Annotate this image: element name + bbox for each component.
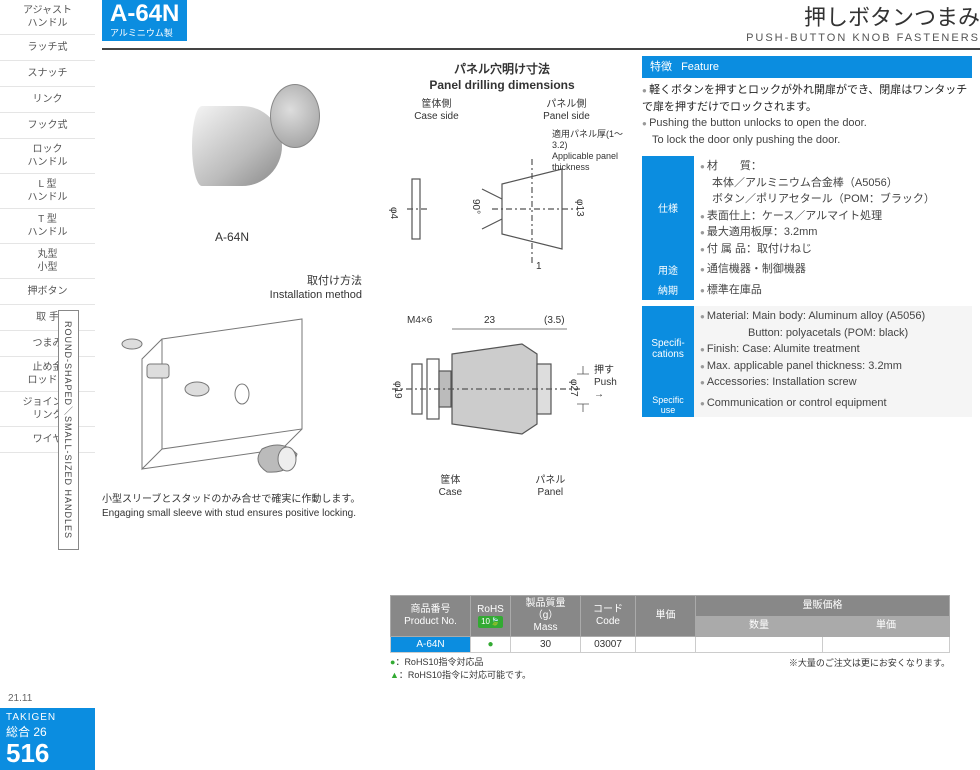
feature-header: 特徴 Feature [642, 56, 972, 78]
sidebar-item[interactable]: ワイヤ [0, 427, 95, 453]
sidebar-item[interactable]: 止め金ロッド棒 [0, 357, 95, 392]
drilling-side-labels: 筐体側Case side パネル側Panel side [372, 99, 632, 123]
use-en: Communication or control equipment [700, 397, 887, 409]
dim-35: (3.5) [544, 315, 565, 326]
sidebar-item[interactable]: アジャストハンドル [0, 0, 95, 35]
install-title-jp: 取付け方法 [307, 275, 362, 287]
content-columns: A-64N 取付け方法 Installation method [102, 56, 980, 521]
page-footer: 21.11 TAKIGEN 総合 26 516 [0, 693, 95, 770]
push-label: 押す Push→ [594, 365, 617, 401]
row-mass: 30 [511, 637, 581, 653]
sidebar-item[interactable]: 丸型小型 [0, 244, 95, 279]
panel-jp: パネル [535, 475, 565, 486]
sidebar-item[interactable]: フック式 [0, 113, 95, 139]
brand-name: TAKIGEN [6, 712, 89, 723]
sidebar-item[interactable]: 取 手 [0, 305, 95, 331]
title-block: 押しボタンつまみ PUSH-BUTTON KNOB FASTENERS [746, 0, 980, 44]
main-content: A-64N アルミニウム製 押しボタンつまみ PUSH-BUTTON KNOB … [102, 0, 980, 521]
sidebar: アジャストハンドルラッチ式スナッチリンクフック式ロックハンドルL 型ハンドルT … [0, 0, 95, 770]
product-photo [152, 76, 312, 226]
dim-23: 23 [484, 315, 495, 326]
side-view-diagram: M4×6 23 (3.5) φ19 φ27 押す Push→ [372, 309, 632, 469]
column-middle: パネル穴明け寸法 Panel drilling dimensions 筐体側Ca… [372, 56, 632, 521]
dim-one: 1 [536, 261, 542, 272]
page-number: 516 [6, 740, 89, 766]
photo-caption: A-64N [102, 230, 362, 244]
sidebar-item[interactable]: つまみ [0, 331, 95, 357]
feature-jp: 特徴 [650, 61, 672, 73]
product-code-box: A-64N アルミニウム製 [102, 0, 187, 41]
spec-tag-en: Specifi- cations [642, 306, 694, 393]
install-title: 取付け方法 Installation method [102, 274, 362, 303]
rohs-notes: ●：RoHS10指令対応品 ▲：RoHS10指令に対応可能です。 [390, 656, 531, 681]
case-side-jp: 筐体側 [421, 99, 451, 110]
sidebar-item[interactable]: L 型ハンドル [0, 174, 95, 209]
install-note-jp: 小型スリーブとスタッドのかみ合せで確実に作動します。 [102, 494, 360, 505]
install-note-en: Engaging small sleeve with stud ensures … [102, 508, 356, 519]
case-jp: 筐体 [440, 475, 460, 486]
feature-en: Feature [681, 61, 719, 73]
install-note: 小型スリーブとスタッドのかみ合せで確実に作動します。 Engaging smal… [102, 493, 362, 521]
use-jp: 通信機器・制御機器 [700, 263, 806, 275]
sidebar-item[interactable]: ジョイントリンク [0, 392, 95, 427]
panel-side-en: Panel side [543, 111, 590, 122]
drilling-title-jp: パネル穴明け寸法 [454, 62, 550, 76]
stock-jp: 標準在庫品 [700, 284, 762, 296]
feature-jp-line: 軽くボタンを押すとロックが外れ開扉ができ、閉扉はワンタッチで扉を押すだけでロック… [642, 82, 972, 115]
column-right: 特徴 Feature 軽くボタンを押すとロックが外れ開扉ができ、閉扉はワンタッチ… [642, 56, 972, 521]
spec-row-en: Specifi- cations Material: Main body: Al… [642, 306, 972, 393]
panel-side-jp: パネル側 [546, 99, 586, 110]
install-title-en: Installation method [270, 289, 362, 301]
sidebar-item[interactable]: T 型ハンドル [0, 209, 95, 244]
feature-en-line1: Pushing the button unlocks to open the d… [642, 115, 972, 132]
product-material: アルミニウム製 [110, 26, 179, 39]
row-codenum: 03007 [581, 637, 636, 653]
spec-row-use-en: Specific use Communication or control eq… [642, 393, 972, 417]
drilling-title-en: Panel drilling dimensions [429, 78, 574, 92]
title-en: PUSH-BUTTON KNOB FASTENERS [746, 32, 980, 44]
side-bottom-labels: 筐体Case パネルPanel [402, 475, 602, 499]
title-jp: 押しボタンつまみ [746, 0, 980, 32]
dim-angle: 90° [470, 199, 481, 214]
dim-phi13: φ13 [574, 199, 585, 217]
sidebar-item[interactable]: スナッチ [0, 61, 95, 87]
spec-tag-use-en: Specific use [642, 393, 694, 417]
bulk-order-note: ※大量のご注文は更にお安くなります。 [789, 656, 950, 681]
drilling-diagram: φ4 90° φ13 1 適用パネル厚(1〜3.2) Applicable pa… [382, 129, 622, 289]
spec-tag-nouki: 納期 [642, 280, 694, 301]
drilling-title: パネル穴明け寸法 Panel drilling dimensions [372, 62, 632, 93]
sidebar-item[interactable]: ロックハンドル [0, 139, 95, 174]
table-row: A-64N ● 30 03007 [391, 637, 950, 653]
revision-date: 21.11 [0, 693, 95, 704]
sidebar-item[interactable]: ラッチ式 [0, 35, 95, 61]
spec-row-jp: 仕様 材 質： 本体／アルミニウム合金棒（A5056） ボタン／ポリアセタール（… [642, 156, 972, 259]
column-left: A-64N 取付け方法 Installation method [102, 56, 362, 521]
feature-list: 軽くボタンを押すとロックが外れ開扉ができ、閉扉はワンタッチで扉を押すだけでロック… [642, 78, 972, 156]
case-en: Case [439, 487, 462, 498]
row-product-code: A-64N [391, 637, 471, 653]
dim-phi27: φ27 [568, 379, 579, 397]
vertical-category-tab: ROUND-SHAPED／SMALL-SIZED HANDLES [58, 310, 79, 550]
product-code: A-64N [110, 2, 179, 26]
spec-row-use-jp: 用途 通信機器・制御機器 [642, 259, 972, 280]
sidebar-item[interactable]: 押ボタン [0, 279, 95, 305]
product-table-block: 商品番号Product No. RoHS10🍃 製品質量（g）Mass コードC… [390, 595, 950, 681]
spec-tag-shiyou: 仕様 [642, 156, 694, 259]
spec-tag-youto: 用途 [642, 259, 694, 280]
product-table: 商品番号Product No. RoHS10🍃 製品質量（g）Mass コードC… [390, 595, 950, 653]
dim-phi4: φ4 [388, 207, 399, 219]
spec-row-nouki: 納期 標準在庫品 [642, 280, 972, 301]
panel-en: Panel [538, 487, 564, 498]
dim-phi19: φ19 [392, 381, 403, 399]
case-side-en: Case side [414, 111, 458, 122]
spec-body-jp: 材 質： 本体／アルミニウム合金棒（A5056） ボタン／ポリアセタール（POM… [694, 156, 935, 259]
dim-m4: M4×6 [407, 315, 432, 326]
page-header: A-64N アルミニウム製 押しボタンつまみ PUSH-BUTTON KNOB … [102, 0, 980, 50]
sidebar-item[interactable]: リンク [0, 87, 95, 113]
install-diagram [102, 309, 352, 489]
brand-block: TAKIGEN 総合 26 516 [0, 708, 95, 770]
spec-body-en: Material: Main body: Aluminum alloy (A50… [694, 306, 925, 393]
feature-en-line2: To lock the door only pushing the door. [642, 132, 972, 149]
apt-label: 適用パネル厚(1〜3.2) Applicable panel thickness [552, 129, 632, 172]
